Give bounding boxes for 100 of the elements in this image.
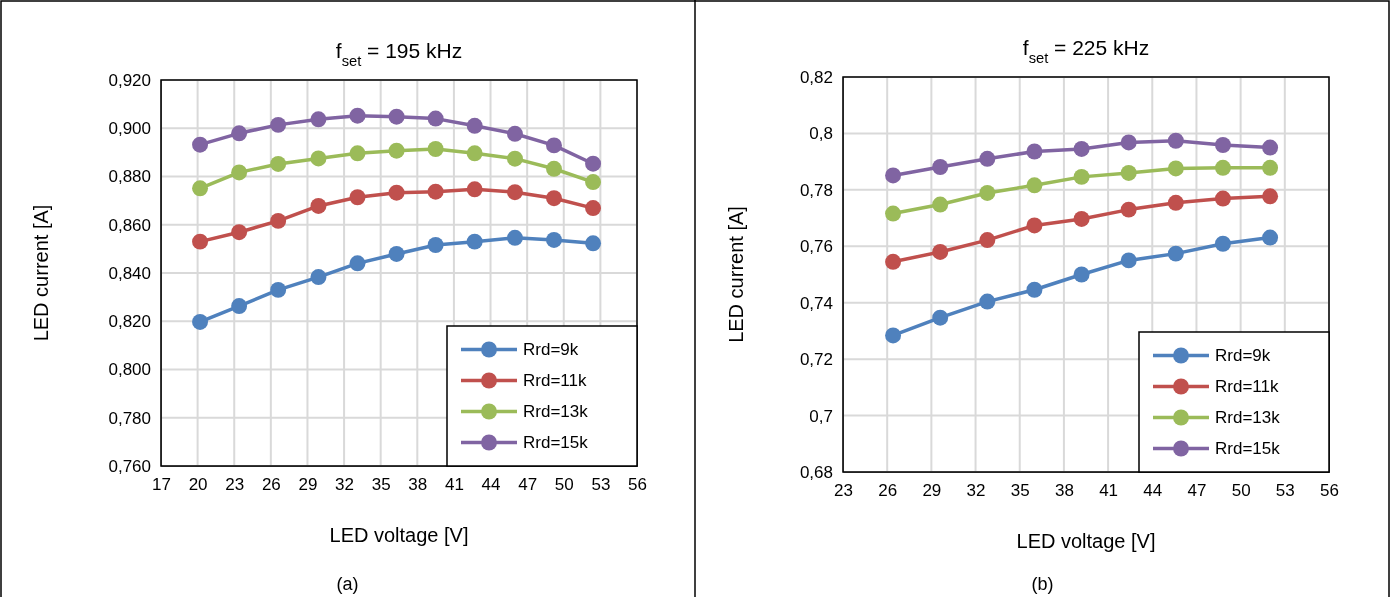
x-tick-label: 56: [628, 475, 647, 495]
point: [388, 184, 405, 201]
x-tick-label: 41: [444, 475, 464, 495]
legend-label: Rrd=9k: [1215, 346, 1271, 366]
point: [388, 142, 405, 159]
text: (a): [336, 574, 359, 594]
point: [310, 111, 327, 128]
point: [932, 159, 949, 175]
point: [546, 160, 562, 177]
point: [932, 243, 949, 260]
x-tick-label: 38: [1054, 481, 1074, 501]
point: [979, 150, 996, 167]
point: [932, 196, 949, 213]
point: [427, 110, 444, 127]
y-tick-label: 0,760: [108, 456, 151, 476]
y-axis-title: LED current [A]: [30, 204, 52, 342]
point: [979, 293, 996, 310]
point: [1167, 245, 1184, 262]
x-tick-label: 26: [878, 481, 898, 501]
x-tick-label: 29: [298, 475, 318, 495]
point: [231, 298, 248, 315]
point: [885, 253, 902, 270]
point: [349, 145, 366, 162]
point: [585, 235, 602, 252]
legend-label: Rrd=13k: [1215, 408, 1281, 428]
point: [349, 255, 366, 272]
point: [1262, 159, 1279, 176]
point: [1214, 235, 1231, 252]
y-axis-title: LED current [A]: [725, 206, 747, 343]
y-tick-label: 0,72: [799, 350, 833, 370]
y-tick-label: 0,860: [108, 215, 151, 235]
point: [192, 314, 209, 330]
legend-label: Rrd=11k: [1215, 377, 1279, 397]
point: [585, 200, 602, 217]
x-tick-label: 50: [1231, 481, 1251, 501]
x-tick-label: 17: [152, 475, 171, 495]
point: [466, 233, 483, 250]
x-tick-label: 47: [1187, 481, 1207, 501]
point: [1026, 281, 1043, 298]
point: [427, 141, 444, 157]
point: [388, 108, 405, 125]
legend-label: Rrd=11k: [523, 371, 587, 391]
point: [466, 145, 483, 162]
point: [427, 237, 444, 253]
y-tick-label: 0,920: [108, 70, 151, 90]
x-tick-label: 32: [335, 475, 355, 495]
y-tick-label: 0,8: [809, 124, 833, 144]
x-tick-label: 44: [481, 475, 501, 495]
point: [1073, 210, 1090, 227]
chart-title: f$_{set}$ = 195 kHz: [335, 39, 463, 69]
x-tick-label: 41: [1099, 481, 1119, 501]
legend-label: Rrd=9k: [523, 340, 579, 360]
x-tick-label: 26: [261, 475, 281, 495]
point: [270, 212, 287, 229]
point: [885, 205, 902, 222]
point: [1214, 137, 1231, 153]
x-tick-label: 20: [188, 475, 208, 495]
point: [1120, 134, 1137, 151]
point: [270, 281, 287, 298]
x-tick-label: 44: [1143, 481, 1163, 501]
y-tick-label: 0,900: [108, 119, 151, 139]
y-tick-label: 0,68: [799, 462, 833, 482]
point: [349, 189, 366, 206]
point: [192, 233, 209, 250]
x-tick-label: 23: [225, 475, 245, 495]
point: [1026, 177, 1043, 194]
y-tick-label: 0,76: [799, 237, 833, 257]
point: [1167, 160, 1184, 177]
text: (b): [1031, 574, 1054, 594]
legend-label: Rrd=13k: [523, 402, 589, 422]
point: [466, 117, 483, 134]
point: [1214, 159, 1231, 176]
legend-label: Rrd=15k: [523, 433, 589, 453]
point: [427, 183, 444, 200]
point: [506, 229, 523, 246]
point: [349, 107, 366, 124]
point: [1073, 266, 1090, 283]
y-tick-label: 0,78: [799, 180, 833, 200]
y-tick-label: 0,82: [799, 67, 833, 87]
x-tick-label: 53: [591, 475, 611, 495]
point: [546, 137, 562, 154]
point: [310, 150, 327, 167]
point: [1073, 140, 1090, 157]
x-tick-label: 50: [554, 475, 574, 495]
point: [1073, 168, 1090, 185]
y-tick-label: 0,780: [108, 408, 151, 428]
point: [1167, 194, 1184, 211]
legend-label: Rrd=15k: [1215, 439, 1281, 459]
point: [388, 245, 405, 262]
point: [192, 180, 209, 197]
x-tick-label: 35: [1010, 481, 1030, 501]
point: [1262, 188, 1279, 205]
point: [585, 174, 602, 191]
x-tick-label: 53: [1275, 481, 1295, 501]
point: [546, 190, 562, 207]
x-axis-title: LED voltage [V]: [329, 524, 469, 546]
point: [979, 232, 996, 249]
point: [231, 164, 248, 181]
point: [1120, 201, 1137, 218]
x-tick-label: 23: [834, 481, 853, 501]
